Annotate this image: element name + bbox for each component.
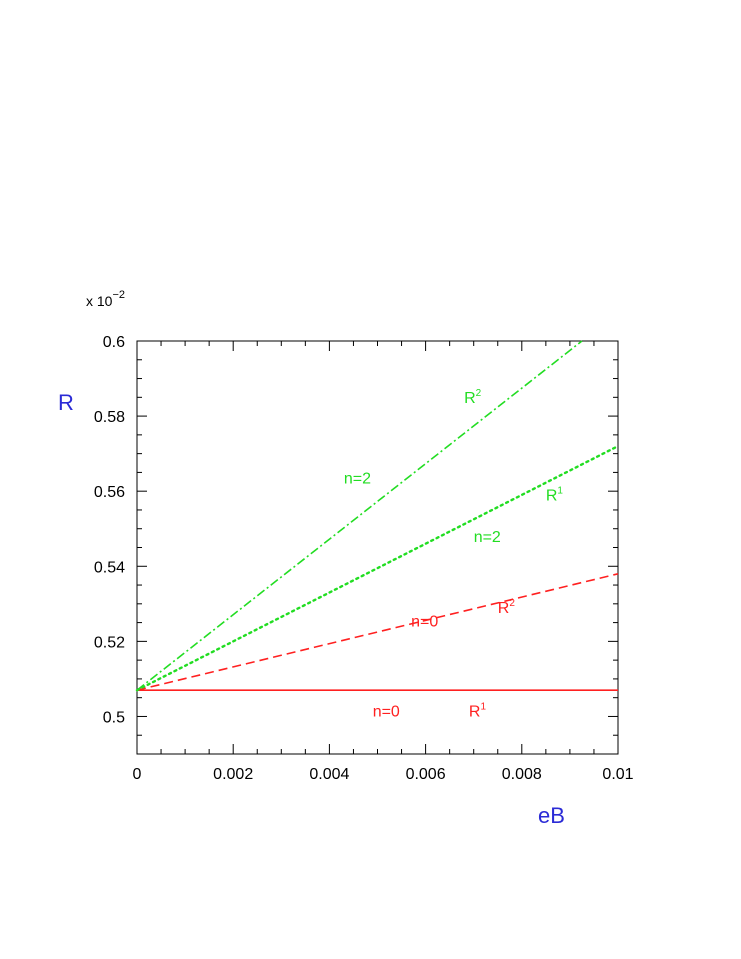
y-tick-label: 0.6 [103,334,125,351]
y-tick-label: 0.56 [94,484,125,501]
annotation-label: n=0 [373,703,400,720]
y-tick-label: 0.5 [103,709,125,726]
x-tick-label: 0.002 [213,766,253,783]
series-line-dashdot [136,340,583,691]
series-line-dashed [136,573,619,691]
x-tick-label: 0.004 [309,766,349,783]
annotation-label: n=2 [344,471,371,488]
x-tick-label: 0 [133,766,142,783]
annotation-label: R1 [546,486,564,505]
y-tick-label: 0.58 [94,409,125,426]
y-multiplier-exponent: −2 [112,289,125,301]
annotation-label: R1 [469,701,487,720]
series-layer [135,340,620,692]
series-line-dotted [135,444,620,692]
x-tick-label: 0.01 [602,766,633,783]
x-axis-label: eB [538,803,565,828]
ticks [136,340,619,755]
annotation-label: n=2 [474,529,501,546]
annotation-label: R2 [464,388,482,407]
tick-labels: 0 0.002 0.004 0.006 0.008 0.01 0.5 0.52 0.54 0.56… [94,334,634,783]
x-tick-label: 0.008 [502,766,542,783]
y-tick-label: 0.54 [94,559,125,576]
annotation-layer: n=0 R1 n=0 R2 n=2 R1 n=2 R2 [344,388,564,721]
x-tick-label: 0.006 [406,766,446,783]
plot-frame [136,340,619,755]
annotation-label: n=0 [411,613,438,630]
y-multiplier: x 10−2 [86,289,125,309]
annotation-label: R2 [498,598,516,617]
y-axis-label: R [58,390,74,415]
y-tick-label: 0.52 [94,634,125,651]
